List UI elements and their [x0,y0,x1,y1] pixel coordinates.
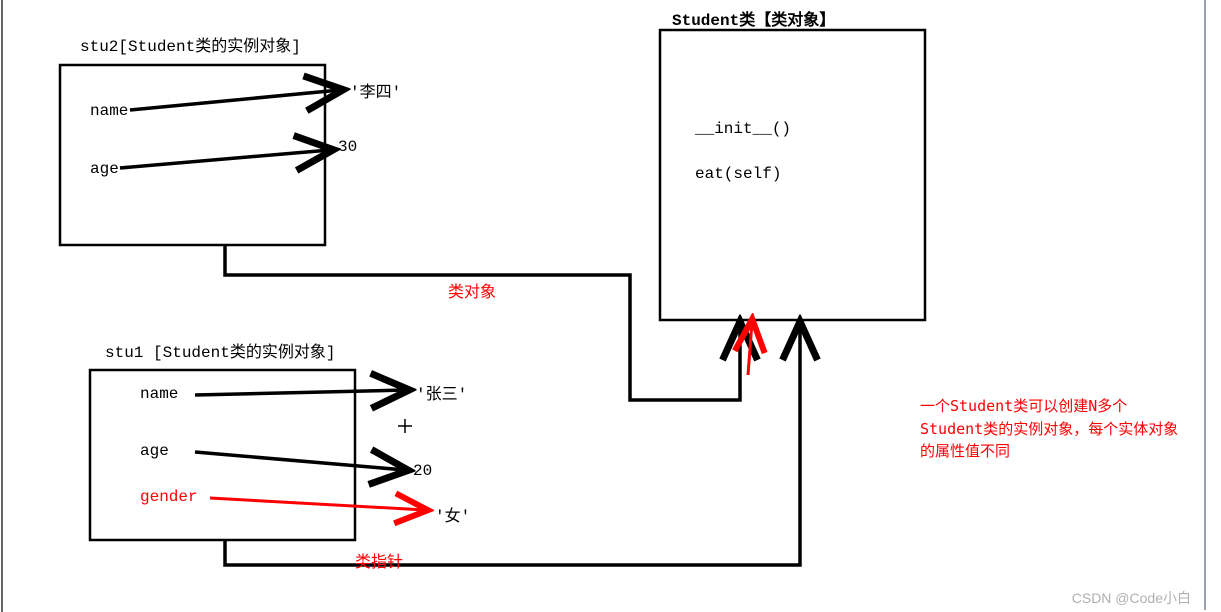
stu2-name-label: name [90,102,128,120]
stu1-box [90,370,355,540]
stu2-name-value: '李四' [350,78,401,102]
watermark: CSDN @Code小白 [1072,588,1191,608]
stu1-gender-value: '女' [435,502,470,526]
class-title: Student类【类对象】 [672,6,835,30]
stu1-age-value: 20 [413,462,432,480]
side-note: 一个Student类可以创建N多个Student类的实例对象，每个实体对象的属性… [920,395,1180,463]
class-pointer-label-1: 类对象 [448,278,496,302]
stu1-title: stu1 [Student类的实例对象] [105,338,335,362]
class-pointer-label-2: 类指针 [355,548,403,572]
stu2-box [60,65,325,245]
stu2-age-label: age [90,160,119,178]
stu1-age-label: age [140,442,169,460]
red-arrow-to-class [748,322,752,375]
stu2-age-arrow [120,150,330,168]
class-method-eat: eat(self) [695,165,781,183]
stu2-age-value: 30 [338,138,357,156]
stu1-age-arrow [195,452,405,470]
stu2-class-pointer [225,245,740,400]
stu1-name-label: name [140,385,178,403]
class-method-init: __init__() [695,120,791,138]
stu1-name-arrow [195,390,406,395]
stu1-gender-arrow [210,498,425,510]
stu2-name-arrow [130,90,340,110]
diagram-svg [0,0,1221,612]
stu1-name-value: '张三' [416,380,467,404]
stu2-title: stu2[Student类的实例对象] [80,32,301,56]
stu1-gender-label: gender [140,488,198,506]
